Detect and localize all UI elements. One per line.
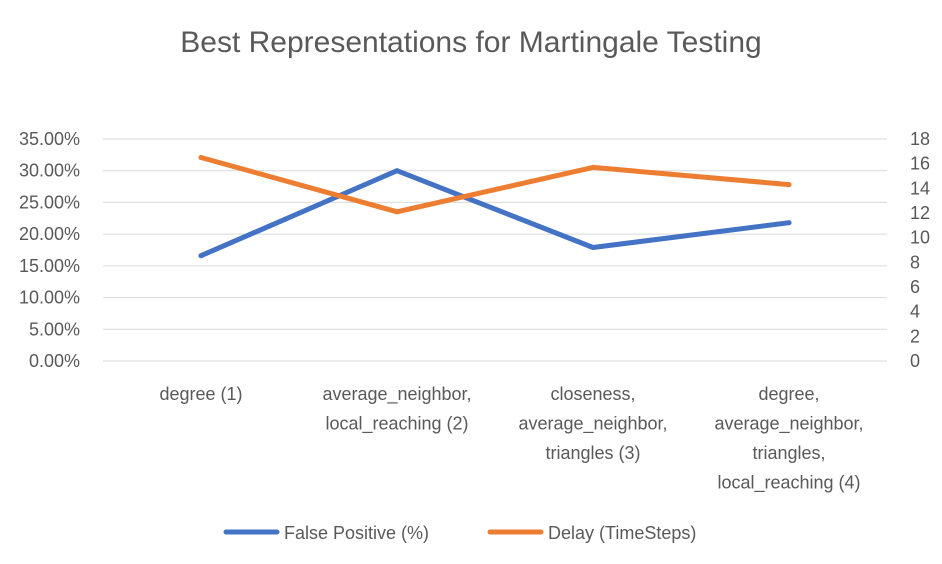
- left-tick-label: 0.00%: [29, 351, 80, 371]
- left-tick-label: 30.00%: [19, 161, 80, 181]
- right-tick-label: 2: [910, 326, 920, 346]
- left-tick-label: 5.00%: [29, 319, 80, 339]
- right-tick-label: 10: [910, 228, 930, 248]
- right-tick-label: 0: [910, 351, 920, 371]
- legend: False Positive (%) Delay (TimeSteps): [223, 523, 696, 543]
- left-tick-label: 20.00%: [19, 224, 80, 244]
- right-tick-label: 12: [910, 203, 930, 223]
- data-point: [394, 209, 400, 215]
- left-tick-label: 15.00%: [19, 256, 80, 276]
- legend-label: False Positive (%): [284, 523, 429, 543]
- category-label: degree, average_neighbor, triangles, local_…: [714, 384, 863, 494]
- right-tick-label: 4: [910, 302, 920, 322]
- category-label: degree (1): [159, 384, 242, 404]
- right-tick-label: 18: [910, 129, 930, 149]
- series-line-false-positive: [198, 168, 792, 259]
- right-tick-label: 6: [910, 277, 920, 297]
- right-tick-label: 8: [910, 252, 920, 272]
- gridlines: [103, 138, 887, 362]
- data-point: [786, 220, 792, 226]
- category-labels: degree (1) average_neighbor, local_reachin…: [159, 384, 863, 494]
- category-label: average_neighbor, local_reaching (2): [322, 384, 471, 435]
- legend-label: Delay (TimeSteps): [548, 523, 696, 543]
- series-lines: [198, 155, 792, 259]
- data-point: [590, 244, 596, 250]
- right-tick-label: 14: [910, 178, 930, 198]
- left-tick-label: 25.00%: [19, 192, 80, 212]
- data-point: [198, 155, 204, 160]
- left-tick-label: 35.00%: [19, 129, 80, 149]
- data-point: [198, 253, 204, 259]
- category-label: closeness, average_neighbor, triangles (3): [518, 384, 667, 463]
- data-point: [590, 164, 596, 170]
- chart-title: Best Representations for Martingale Test…: [180, 26, 761, 59]
- right-tick-label: 16: [910, 154, 930, 174]
- right-axis-ticks: 0 2 4 6 8 10 12 14 16 18: [910, 129, 930, 371]
- left-axis-ticks: 0.00% 5.00% 10.00% 15.00% 20.00% 25.00% 30.00%…: [19, 129, 80, 371]
- data-point: [394, 168, 400, 174]
- left-tick-label: 10.00%: [19, 288, 80, 308]
- series-line-delay-timesteps: [198, 155, 792, 215]
- data-point: [786, 182, 792, 188]
